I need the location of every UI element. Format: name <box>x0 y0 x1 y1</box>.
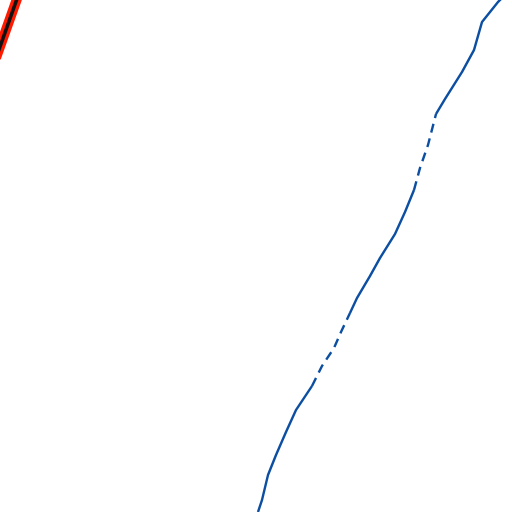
boundary-line-dashed <box>310 312 352 387</box>
boundary-line <box>348 189 416 314</box>
boundary-line-dashed <box>412 113 438 191</box>
road-center <box>0 0 19 52</box>
boundary-line <box>256 385 313 512</box>
boundary-line <box>434 0 502 115</box>
